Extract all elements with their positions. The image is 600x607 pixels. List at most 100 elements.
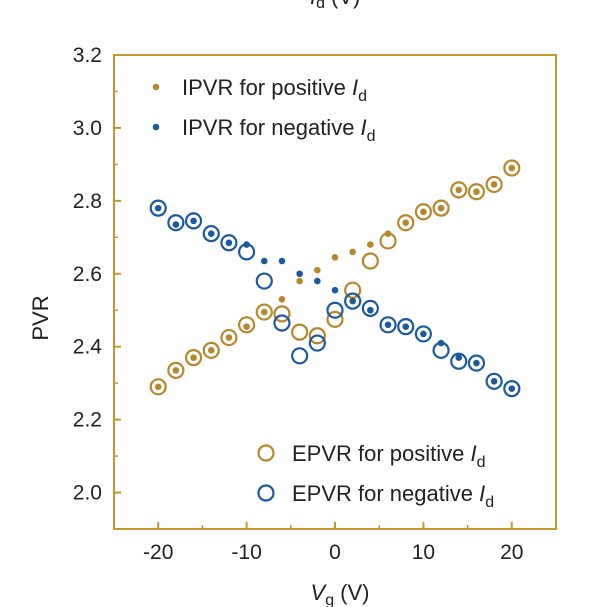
ipvr-dot-point xyxy=(490,378,498,385)
ipvr-dot-point xyxy=(154,204,162,212)
ipvr-dot-point xyxy=(437,204,445,212)
ipvr-dot-point xyxy=(349,297,356,305)
legend-dot-marker xyxy=(152,123,160,131)
ipvr-dot-point xyxy=(508,164,516,172)
y-tick-label: 2.8 xyxy=(73,190,102,213)
data-marks xyxy=(149,159,521,398)
x-tick-label: 10 xyxy=(412,541,435,564)
epvr-ring-point xyxy=(467,354,486,372)
epvr-ring-point xyxy=(361,299,379,318)
y-tick-label: 2.6 xyxy=(73,263,102,286)
ipvr-dot-point xyxy=(207,230,215,237)
ipvr-dot-point xyxy=(367,241,374,248)
ipvr-dot-point xyxy=(349,248,356,256)
ipvr-dot-point xyxy=(331,286,339,294)
epvr-ring-point xyxy=(503,159,521,177)
ipvr-dot-point xyxy=(437,339,445,347)
epvr-ring-point xyxy=(149,199,167,217)
epvr-ring-point xyxy=(238,316,256,334)
legend-ring-marker xyxy=(257,444,275,462)
ipvr-dot-point xyxy=(402,323,410,330)
ipvr-dot-point xyxy=(296,270,303,278)
epvr-ring-point xyxy=(485,372,503,390)
ipvr-dot-point xyxy=(402,219,410,227)
legend-entry-label: EPVR for negative Id xyxy=(292,481,494,511)
epvr-ring-point xyxy=(450,352,468,370)
ipvr-dot-point xyxy=(508,385,516,392)
epvr-ring-point xyxy=(414,325,432,343)
ipvr-dot-point xyxy=(473,188,480,196)
epvr-ring-point xyxy=(184,349,203,367)
epvr-ring-point xyxy=(308,334,326,352)
ipvr-dot-point xyxy=(225,239,233,247)
epvr-ring-point xyxy=(397,214,415,232)
ipvr-dot-point xyxy=(278,257,286,265)
legend-dot-marker xyxy=(152,83,160,91)
ipvr-dot-point xyxy=(278,295,286,303)
ipvr-dot-point xyxy=(296,277,303,285)
legend-bottom-right: EPVR for positive Id EPVR for negative Id xyxy=(257,441,494,511)
epvr-ring-point xyxy=(220,234,238,252)
epvr-ring-point xyxy=(255,303,273,321)
epvr-ring-point xyxy=(255,272,273,290)
ipvr-dot-point xyxy=(314,277,321,285)
epvr-ring-point xyxy=(467,183,486,201)
epvr-ring-point xyxy=(432,199,450,217)
legend-ring-marker xyxy=(257,484,275,502)
y-tick-label: 2.2 xyxy=(73,409,102,432)
epvr-ring-point xyxy=(485,175,503,194)
epvr-ring-point xyxy=(273,314,291,332)
ipvr-dot-point xyxy=(420,330,427,338)
epvr-ring-point xyxy=(503,380,521,398)
epvr-ring-point xyxy=(379,316,397,334)
ipvr-dot-point xyxy=(490,181,498,188)
ipvr-dot-point xyxy=(190,354,197,361)
epvr-ring-point xyxy=(326,310,344,328)
x-tick-label: 20 xyxy=(500,541,523,564)
x-tick-label: -10 xyxy=(231,541,261,564)
ipvr-dot-point xyxy=(225,334,233,341)
epvr-ring-point xyxy=(308,327,326,345)
ipvr-dot-point xyxy=(172,367,180,374)
y-tick-label: 3.2 xyxy=(73,44,102,67)
y-axis-ticks: 2.0 2.2 2.4 2.6 2.8 3.0 3.2 xyxy=(73,44,121,505)
ipvr-dot-point xyxy=(314,266,321,274)
epvr-ring-point xyxy=(273,305,291,323)
epvr-ring-point xyxy=(202,225,220,243)
top-clipped-label: Id(V) xyxy=(310,0,360,12)
epvr-ring-point xyxy=(414,203,432,221)
ipvr-dot-point xyxy=(260,308,268,316)
legend-top-left: IPVR for positive Id IPVR for negative Id xyxy=(152,75,376,145)
epvr-ring-point xyxy=(220,328,238,347)
epvr-ring-point xyxy=(184,212,203,230)
epvr-ring-point xyxy=(291,323,309,341)
legend-entry-label: EPVR for positive Id xyxy=(292,441,486,471)
ipvr-dot-point xyxy=(384,230,392,237)
y-axis-label: PVR xyxy=(28,295,53,340)
epvr-ring-point xyxy=(450,181,468,199)
ipvr-dot-point xyxy=(190,217,197,225)
ipvr-dot-point xyxy=(331,254,339,261)
x-tick-label: 0 xyxy=(329,541,341,564)
legend-entry-label: IPVR for negative Id xyxy=(182,115,376,145)
epvr-ring-point xyxy=(344,292,362,310)
ipvr-dot-point xyxy=(172,221,180,228)
ipvr-dot-point xyxy=(367,306,374,314)
epvr-ring-point xyxy=(397,318,415,336)
epvr-ring-point xyxy=(149,378,167,396)
epvr-ring-point xyxy=(326,301,344,319)
ipvr-dot-point xyxy=(473,359,480,367)
ipvr-dot-point xyxy=(154,383,162,391)
epvr-ring-point xyxy=(167,214,185,232)
ipvr-dot-point xyxy=(384,321,392,329)
y-tick-label: 2.4 xyxy=(73,336,103,359)
y-tick-label: 3.0 xyxy=(73,117,102,140)
ipvr-dot-point xyxy=(243,323,250,330)
x-axis-ticks: -20 -10 0 10 20 xyxy=(113,522,557,564)
ipvr-dot-point xyxy=(420,208,427,216)
legend-entry-label: IPVR for positive Id xyxy=(182,75,367,105)
epvr-ring-point xyxy=(344,281,362,299)
epvr-ring-point xyxy=(167,361,185,379)
epvr-ring-point xyxy=(291,347,309,365)
